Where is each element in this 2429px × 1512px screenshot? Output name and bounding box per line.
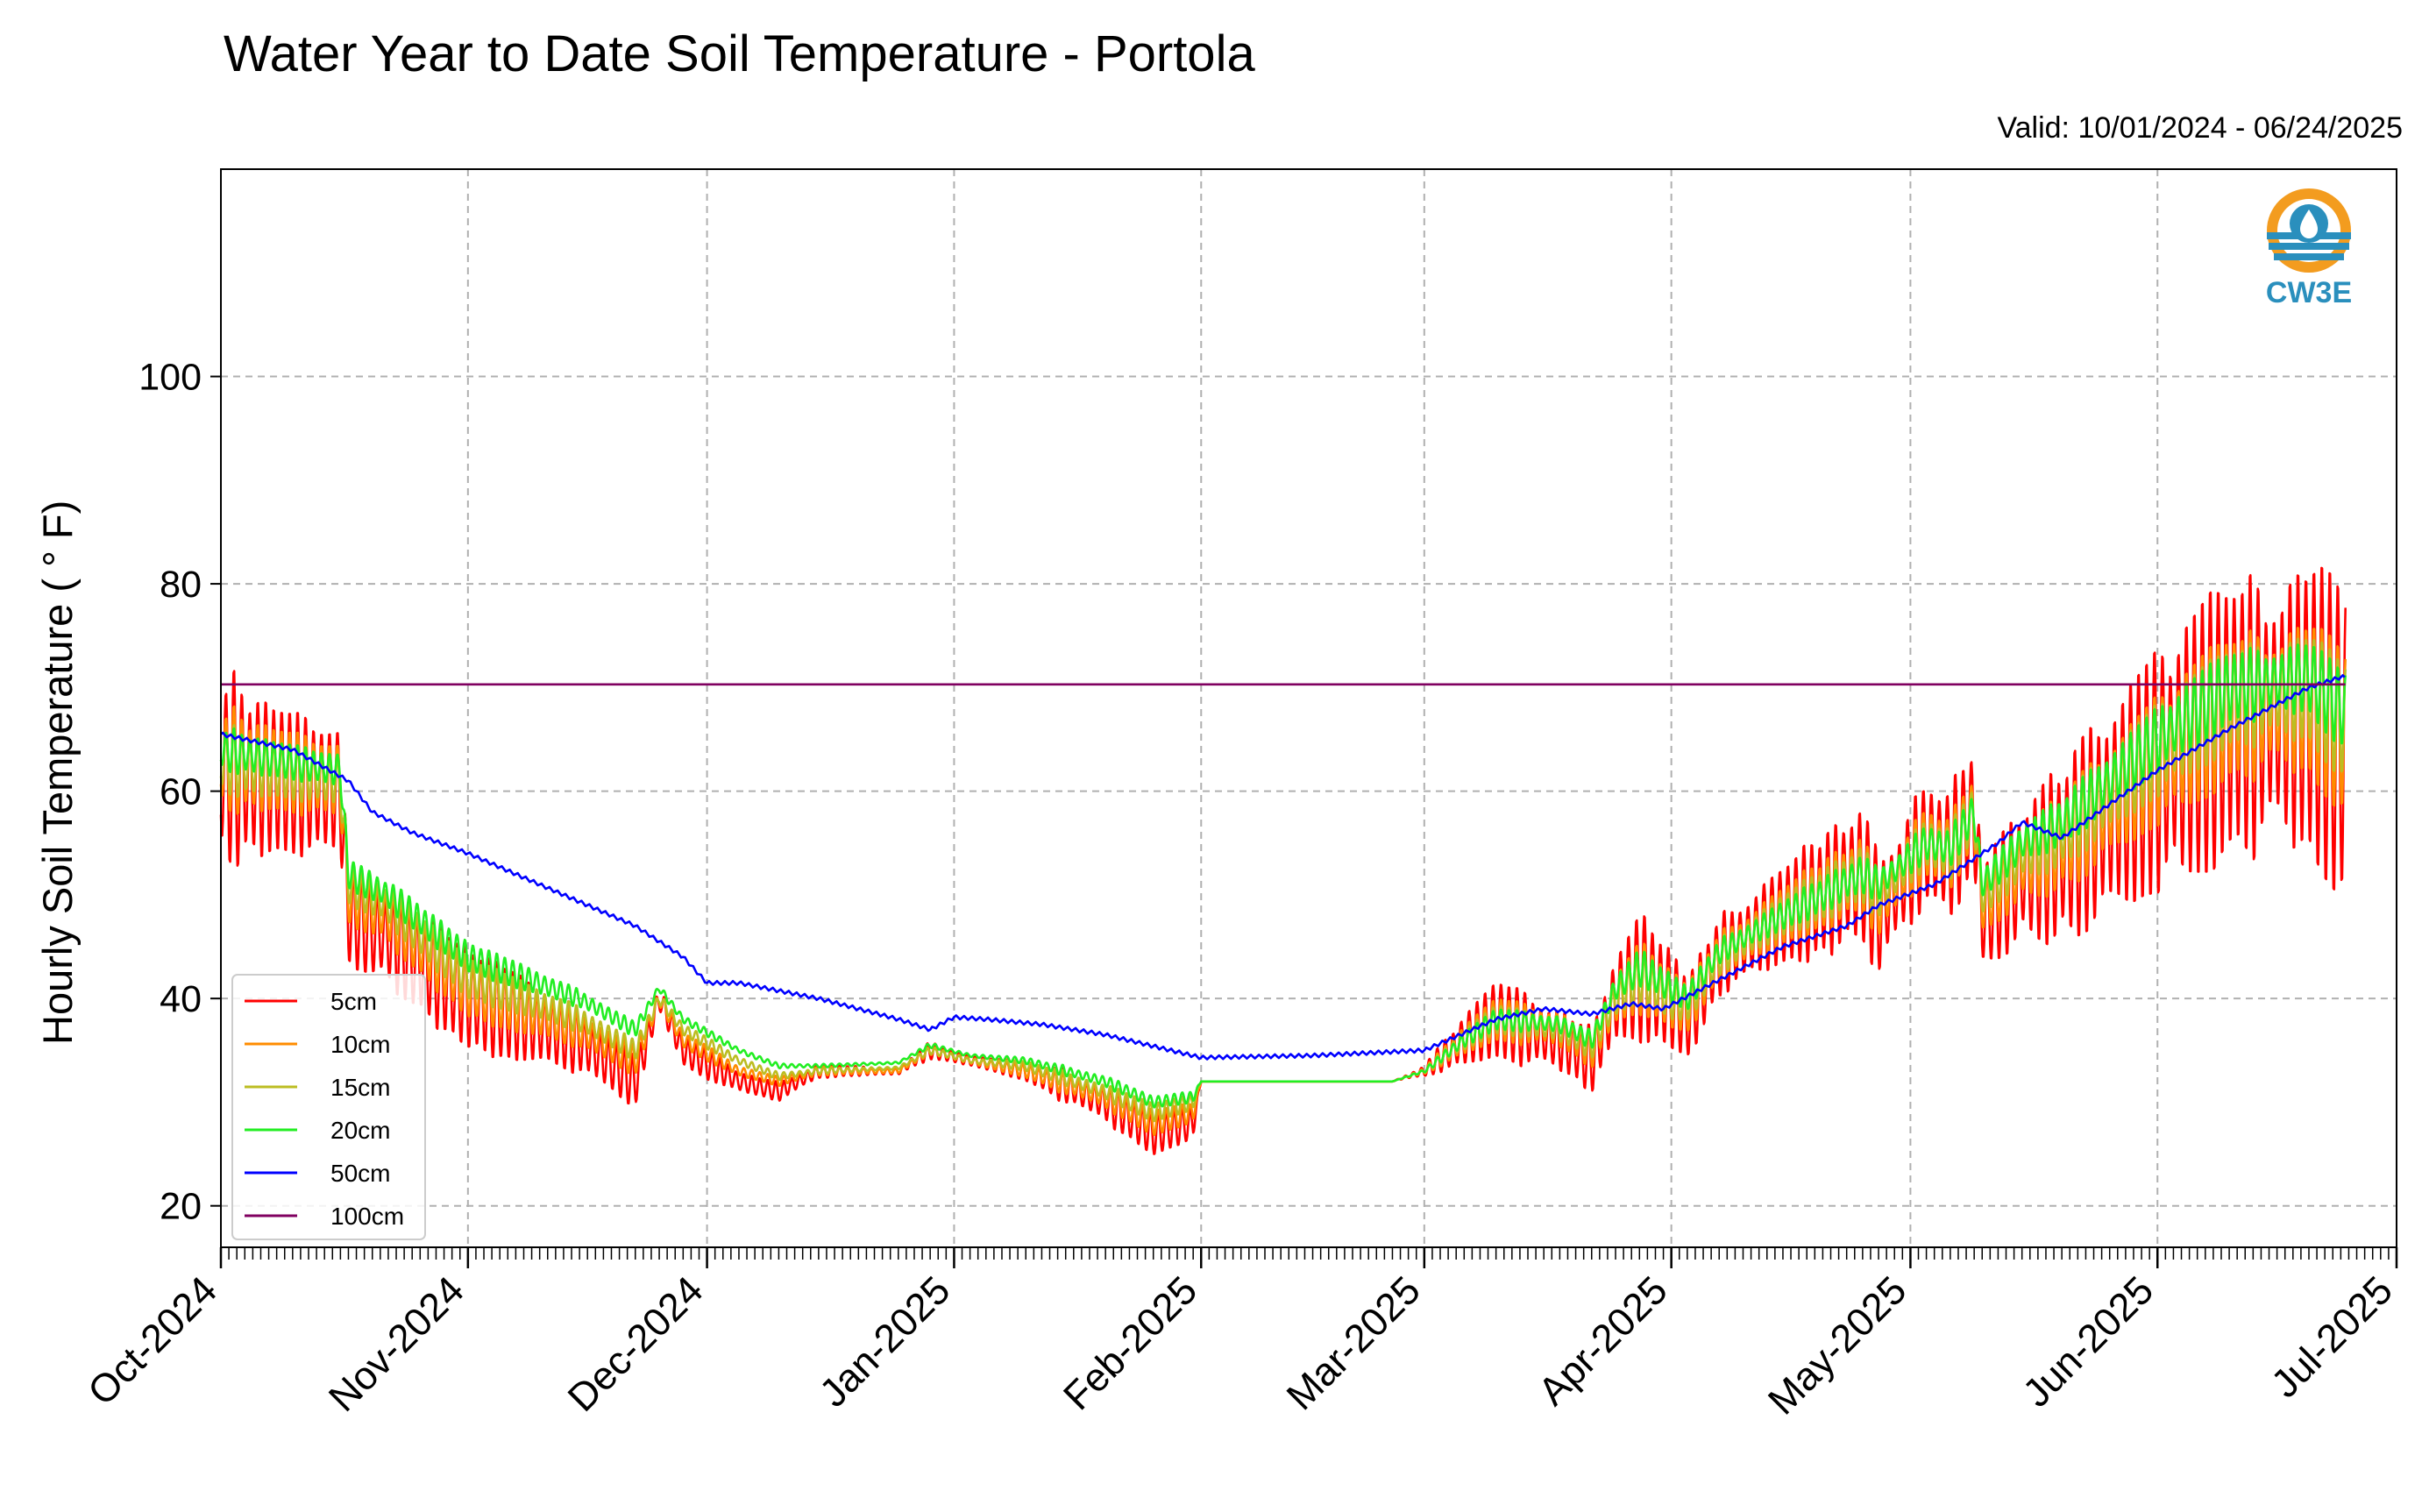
legend-label-50cm: 50cm xyxy=(330,1160,390,1187)
x-tick-label: Jun-2025 xyxy=(2014,1267,2163,1416)
x-tick-label: May-2025 xyxy=(1759,1267,1915,1423)
x-tick-label: Mar-2025 xyxy=(1278,1267,1429,1418)
y-tick-label: 100 xyxy=(138,357,202,399)
x-tick-label: Dec-2024 xyxy=(559,1267,712,1420)
legend-label-20cm: 20cm xyxy=(330,1117,390,1144)
y-tick-label: 60 xyxy=(160,771,202,813)
legend-box xyxy=(231,974,426,1240)
series-line-20cm xyxy=(219,643,2347,1109)
x-tick-label: Jul-2025 xyxy=(2262,1267,2401,1406)
logo-wave-band-2 xyxy=(2269,243,2349,250)
legend: 5cm 10cm 15cm 20cm 50cm 100cm xyxy=(231,974,426,1240)
logo-wave-band-3 xyxy=(2274,253,2344,260)
x-tick-label: Oct-2024 xyxy=(79,1267,225,1414)
logo-droplet-icon xyxy=(2300,209,2318,238)
x-tick-label: Apr-2025 xyxy=(1530,1267,1676,1414)
series-layer xyxy=(219,566,2347,1155)
legend-label-15cm: 15cm xyxy=(330,1074,390,1101)
legend-label-5cm: 5cm xyxy=(330,988,377,1015)
logo-text: CW3E xyxy=(2266,276,2352,309)
valid-date-range: Valid: 10/01/2024 - 06/24/2025 xyxy=(1997,111,2403,145)
x-tick-label: Feb-2025 xyxy=(1055,1267,1205,1418)
y-tick-label: 80 xyxy=(160,564,202,606)
legend-label-10cm: 10cm xyxy=(330,1031,390,1058)
plot-frame xyxy=(220,168,2397,1248)
x-tick-label: Nov-2024 xyxy=(320,1267,472,1420)
y-tick-label: 20 xyxy=(160,1186,202,1228)
x-tick-label: Jan-2025 xyxy=(811,1267,959,1416)
series-line-50cm xyxy=(220,674,2346,1061)
plot-background xyxy=(221,169,2397,1247)
y-tick-label: 40 xyxy=(160,978,202,1020)
cw3e-logo: CW3E xyxy=(2266,188,2352,309)
chart-title: Water Year to Date Soil Temperature - Po… xyxy=(224,25,1255,82)
legend-label-100cm: 100cm xyxy=(330,1203,404,1230)
